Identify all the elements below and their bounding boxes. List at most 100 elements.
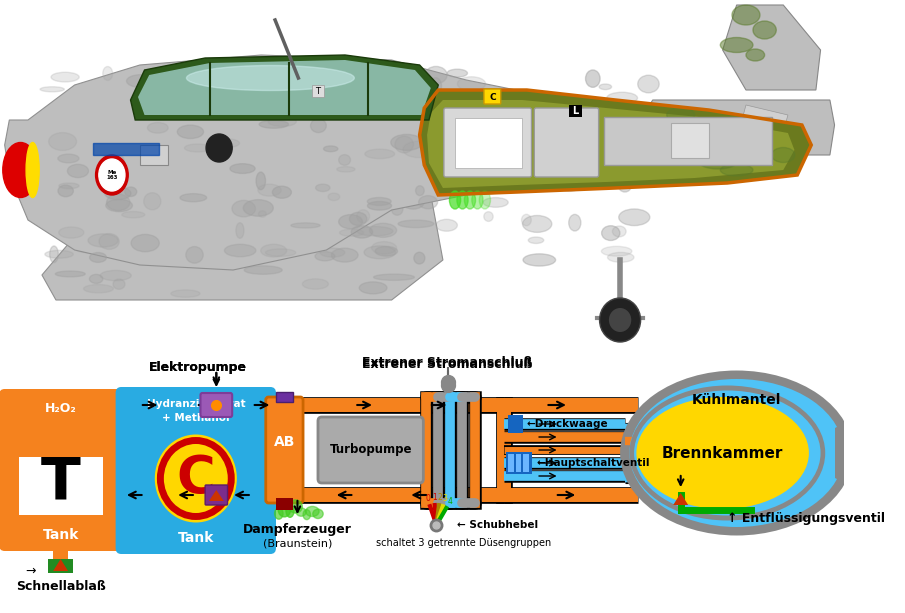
Ellipse shape [592, 110, 603, 121]
Ellipse shape [211, 139, 240, 148]
Polygon shape [42, 185, 443, 300]
Text: AB: AB [273, 435, 295, 449]
Ellipse shape [58, 185, 73, 197]
Ellipse shape [125, 187, 137, 197]
Ellipse shape [122, 211, 145, 218]
Ellipse shape [3, 142, 38, 197]
Bar [49, 559, 72, 573]
Polygon shape [851, 421, 905, 485]
Text: Me
163: Me 163 [106, 170, 118, 180]
Text: C: C [176, 452, 215, 504]
Ellipse shape [309, 76, 317, 94]
Ellipse shape [430, 78, 442, 94]
Text: ←Druckwaage: ←Druckwaage [527, 419, 608, 429]
Ellipse shape [468, 108, 479, 113]
Ellipse shape [144, 192, 161, 210]
Ellipse shape [522, 216, 552, 232]
Bar [605, 117, 772, 165]
Ellipse shape [90, 253, 107, 262]
Ellipse shape [315, 251, 335, 261]
Polygon shape [130, 55, 438, 120]
Ellipse shape [105, 187, 131, 200]
Polygon shape [673, 493, 688, 505]
Ellipse shape [264, 217, 292, 224]
Ellipse shape [402, 194, 424, 209]
Ellipse shape [300, 243, 317, 251]
Text: ← Schubhebel: ← Schubhebel [457, 520, 538, 530]
Text: 2: 2 [438, 493, 443, 502]
Ellipse shape [480, 191, 491, 209]
Ellipse shape [518, 160, 539, 171]
Ellipse shape [224, 245, 256, 257]
Bar [509, 454, 514, 472]
Ellipse shape [457, 191, 468, 209]
Ellipse shape [302, 279, 329, 289]
Ellipse shape [213, 207, 234, 216]
Ellipse shape [58, 154, 79, 163]
Ellipse shape [509, 168, 527, 185]
Ellipse shape [94, 208, 127, 220]
Ellipse shape [296, 508, 306, 516]
Ellipse shape [210, 242, 227, 249]
Ellipse shape [374, 274, 414, 280]
Ellipse shape [531, 121, 541, 135]
Text: H₂O₂: H₂O₂ [44, 403, 77, 416]
Ellipse shape [362, 94, 389, 100]
Ellipse shape [338, 215, 363, 229]
Ellipse shape [51, 72, 80, 82]
Ellipse shape [630, 161, 646, 176]
Ellipse shape [521, 215, 531, 226]
Ellipse shape [55, 271, 85, 277]
Ellipse shape [50, 246, 58, 262]
Ellipse shape [337, 167, 355, 172]
Circle shape [600, 298, 641, 342]
Ellipse shape [447, 69, 468, 77]
Ellipse shape [359, 282, 387, 294]
Ellipse shape [367, 197, 391, 205]
Ellipse shape [349, 212, 367, 226]
Ellipse shape [528, 116, 539, 131]
Ellipse shape [258, 184, 281, 196]
Ellipse shape [265, 249, 296, 256]
Polygon shape [723, 5, 821, 90]
Ellipse shape [523, 254, 556, 266]
Ellipse shape [739, 129, 772, 151]
Ellipse shape [59, 183, 79, 189]
Circle shape [155, 435, 237, 522]
Ellipse shape [345, 201, 380, 208]
Ellipse shape [320, 248, 345, 257]
Polygon shape [53, 559, 68, 571]
Ellipse shape [482, 170, 505, 181]
Text: Tank: Tank [43, 528, 79, 542]
Ellipse shape [49, 132, 77, 150]
Ellipse shape [289, 500, 302, 513]
Ellipse shape [638, 75, 659, 93]
Ellipse shape [613, 226, 626, 237]
Polygon shape [835, 418, 853, 488]
Ellipse shape [357, 210, 369, 223]
Bar [523, 454, 529, 472]
Ellipse shape [313, 509, 323, 519]
Polygon shape [209, 490, 224, 501]
Polygon shape [420, 90, 811, 195]
Ellipse shape [464, 191, 475, 209]
Ellipse shape [639, 141, 655, 156]
Ellipse shape [367, 202, 392, 210]
Ellipse shape [272, 186, 291, 198]
Ellipse shape [91, 214, 113, 226]
Ellipse shape [403, 142, 433, 158]
Ellipse shape [100, 270, 131, 281]
Ellipse shape [351, 226, 373, 238]
Ellipse shape [240, 192, 260, 199]
Ellipse shape [171, 290, 200, 297]
Ellipse shape [287, 88, 295, 103]
Ellipse shape [180, 194, 206, 202]
Ellipse shape [104, 212, 119, 219]
Ellipse shape [629, 386, 825, 520]
Ellipse shape [618, 178, 632, 192]
Circle shape [609, 308, 632, 332]
Ellipse shape [107, 194, 130, 211]
Text: Extrener Stromanschluß: Extrener Stromanschluß [362, 359, 533, 371]
Ellipse shape [681, 120, 718, 140]
Ellipse shape [511, 100, 519, 116]
